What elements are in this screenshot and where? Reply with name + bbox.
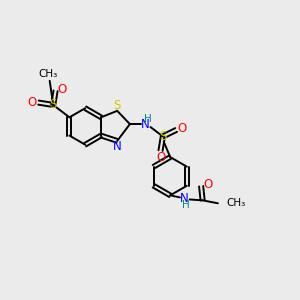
Text: H: H bbox=[144, 114, 152, 124]
Text: N: N bbox=[180, 192, 189, 206]
Text: S: S bbox=[113, 99, 121, 112]
Text: O: O bbox=[177, 122, 187, 135]
Text: CH₃: CH₃ bbox=[226, 198, 245, 208]
Text: O: O bbox=[156, 151, 165, 164]
Text: CH₃: CH₃ bbox=[39, 69, 58, 79]
Text: N: N bbox=[113, 140, 122, 153]
Text: N: N bbox=[141, 118, 150, 130]
Text: S: S bbox=[50, 98, 57, 111]
Text: O: O bbox=[57, 83, 67, 96]
Text: S: S bbox=[159, 130, 167, 143]
Text: H: H bbox=[182, 200, 190, 210]
Text: O: O bbox=[27, 95, 37, 109]
Text: O: O bbox=[203, 178, 212, 191]
